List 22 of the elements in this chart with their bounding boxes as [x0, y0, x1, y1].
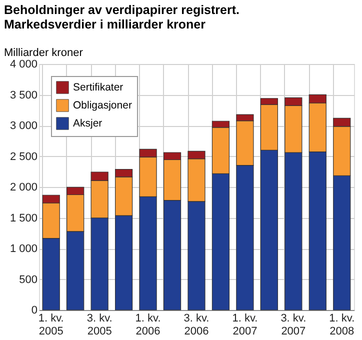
chart-subtitle: Markedsverdier i milliarder kroner: [4, 18, 206, 32]
y-tick-label: 1 000: [10, 243, 38, 255]
y-tick-label: 4 000: [10, 58, 38, 70]
x-tick-label: 1. kv. 2007: [232, 312, 258, 338]
legend-label: Sertifikater: [73, 82, 124, 94]
chart-title: Beholdninger av verdipapirer registrert.: [4, 3, 240, 17]
x-tick-label: 1. kv. 2008: [329, 312, 355, 338]
x-tick-label: 3. kv. 2007: [280, 312, 306, 338]
y-tick-label: 500: [19, 274, 38, 286]
x-tick-label: 1. kv. 2006: [135, 312, 161, 338]
x-tick-label: 1. kv. 2005: [38, 312, 64, 338]
y-tick-label: 3 500: [10, 89, 38, 102]
y-tick-label: 0: [31, 304, 38, 316]
y-tick-label: 1 500: [10, 212, 38, 224]
y-axis-title: Milliarder kroner: [4, 47, 84, 59]
x-tick-label: 3. kv. 2005: [86, 312, 112, 338]
y-tick-label: 2 000: [10, 182, 38, 194]
x-tick-label: 3. kv. 2006: [184, 312, 210, 338]
y-tick-label: 3 000: [10, 120, 38, 132]
legend-label: Aksjer: [73, 118, 103, 130]
legend-label: Obligasjoner: [73, 100, 132, 112]
y-tick-label: 2 500: [10, 150, 38, 163]
